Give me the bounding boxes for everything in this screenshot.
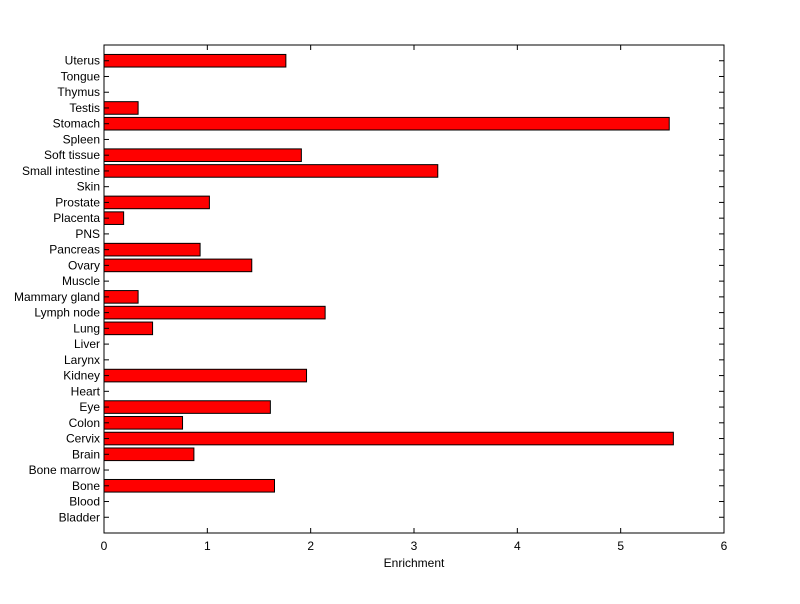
bar-eye — [103, 400, 271, 414]
y-tick-label-uterus: Uterus — [65, 54, 100, 68]
y-tick-label-pancreas: Pancreas — [49, 243, 100, 257]
y-tick-label-larynx: Larynx — [64, 353, 100, 367]
y-tick-label-prostate: Prostate — [55, 195, 100, 209]
bar-kidney — [103, 368, 308, 383]
y-tick-label-mammary-gland: Mammary gland — [14, 290, 100, 304]
bar-ovary — [103, 258, 253, 273]
bar-bone — [103, 478, 275, 493]
axes-frame — [103, 44, 725, 534]
x-axis-label: Enrichment — [384, 556, 445, 570]
y-tick-label-heart: Heart — [71, 384, 101, 398]
y-tick-label-placenta: Placenta — [53, 211, 100, 225]
x-tick-label-6: 6 — [721, 539, 728, 553]
y-tick-label-muscle: Muscle — [62, 274, 100, 288]
x-tick-label-1: 1 — [204, 539, 211, 553]
bar-mammary-gland — [103, 290, 139, 304]
y-tick-label-pns: PNS — [75, 227, 100, 241]
x-tick-label-2: 2 — [307, 539, 314, 553]
y-tick-label-tongue: Tongue — [61, 69, 101, 83]
y-tick-label-colon: Colon — [69, 416, 100, 430]
x-tick-label-4: 4 — [514, 539, 521, 553]
bar-testis — [103, 101, 139, 115]
y-tick-label-soft-tissue: Soft tissue — [44, 148, 100, 162]
y-tick-label-brain: Brain — [72, 447, 100, 461]
bar-brain — [103, 447, 195, 462]
bar-uterus — [103, 53, 287, 68]
bar-soft-tissue — [103, 148, 302, 162]
bar-stomach — [103, 116, 670, 131]
x-tick-label-0: 0 — [101, 539, 108, 553]
y-tick-label-bone: Bone — [72, 479, 100, 493]
y-tick-label-skin: Skin — [77, 180, 100, 194]
x-tick-label-3: 3 — [411, 539, 418, 553]
bar-cervix — [103, 431, 674, 446]
bar-lymph-node — [103, 305, 326, 320]
x-ticks-group: 0 1 2 3 4 5 6 — [101, 45, 728, 553]
y-tick-label-kidney: Kidney — [63, 369, 100, 383]
y-tick-label-spleen: Spleen — [63, 132, 100, 146]
x-tick-label-5: 5 — [617, 539, 624, 553]
bar-prostate — [103, 195, 210, 210]
y-tick-label-bladder: Bladder — [59, 510, 100, 524]
y-tick-label-thymus: Thymus — [57, 85, 100, 99]
bar-small-intestine — [103, 164, 439, 178]
y-tick-label-stomach: Stomach — [53, 117, 100, 131]
y-tick-label-eye: Eye — [79, 400, 100, 414]
y-tick-label-lymph-node: Lymph node — [34, 306, 100, 320]
y-tick-label-blood: Blood — [69, 495, 100, 509]
y-tick-label-small-intestine: Small intestine — [22, 164, 100, 178]
y-tick-label-testis: Testis — [69, 101, 100, 115]
y-tick-label-lung: Lung — [73, 321, 100, 335]
bar-lung — [103, 321, 154, 336]
y-tick-label-ovary: Ovary — [68, 258, 100, 272]
bar-colon — [103, 416, 184, 430]
y-tick-label-cervix: Cervix — [66, 432, 100, 446]
bar-pancreas — [103, 242, 201, 257]
y-tick-label-liver: Liver — [74, 337, 100, 351]
y-tick-label-bone-marrow: Bone marrow — [29, 463, 101, 477]
